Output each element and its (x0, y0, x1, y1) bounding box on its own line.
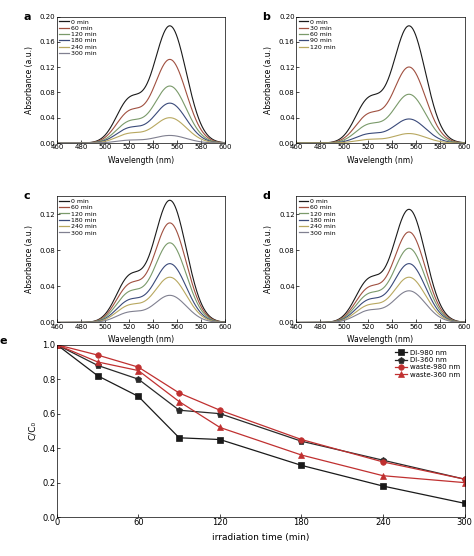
waste-980 nm (54, 341, 60, 348)
Text: e: e (0, 336, 7, 346)
Legend: 0 min, 30 min, 60 min, 90 min, 120 min: 0 min, 30 min, 60 min, 90 min, 120 min (298, 18, 336, 51)
waste-360 nm (462, 479, 467, 486)
waste-360 nm (380, 473, 386, 479)
DI-980 nm (54, 341, 60, 348)
waste-980 nm (380, 459, 386, 465)
Text: b: b (263, 12, 270, 22)
DI-980 nm (380, 483, 386, 489)
Y-axis label: Absorbance (a.u.): Absorbance (a.u.) (25, 46, 34, 114)
DI-980 nm (462, 500, 467, 507)
waste-360 nm (54, 341, 60, 348)
DI-360 nm (95, 362, 100, 369)
DI-360 nm (176, 407, 182, 414)
Legend: 0 min, 60 min, 120 min, 180 min, 240 min, 300 min: 0 min, 60 min, 120 min, 180 min, 240 min… (59, 18, 97, 57)
Y-axis label: Absorbance (a.u.): Absorbance (a.u.) (264, 46, 273, 114)
waste-360 nm (95, 359, 100, 365)
DI-980 nm (95, 373, 100, 379)
waste-980 nm (299, 436, 304, 443)
waste-980 nm (136, 364, 141, 370)
DI-980 nm (136, 393, 141, 400)
Y-axis label: C/C₀: C/C₀ (27, 421, 36, 440)
Text: a: a (23, 12, 31, 22)
DI-980 nm (299, 462, 304, 469)
Legend: 0 min, 60 min, 120 min, 180 min, 240 min, 300 min: 0 min, 60 min, 120 min, 180 min, 240 min… (59, 198, 97, 236)
Y-axis label: Absorbance (a.u.): Absorbance (a.u.) (264, 225, 273, 294)
X-axis label: irradiation time (min): irradiation time (min) (212, 533, 310, 542)
Y-axis label: Absorbance (a.u.): Absorbance (a.u.) (25, 225, 34, 294)
waste-360 nm (136, 367, 141, 374)
Line: waste-980 nm: waste-980 nm (54, 342, 467, 482)
Legend: DI-980 nm, DI-360 nm, waste-980 nm, waste-360 nm: DI-980 nm, DI-360 nm, waste-980 nm, wast… (393, 348, 461, 379)
waste-360 nm (217, 424, 223, 431)
X-axis label: Wavelength (nm): Wavelength (nm) (108, 156, 174, 165)
DI-360 nm (217, 410, 223, 417)
X-axis label: Wavelength (nm): Wavelength (nm) (347, 335, 413, 344)
Text: c: c (23, 191, 30, 201)
DI-360 nm (380, 457, 386, 464)
waste-360 nm (299, 451, 304, 458)
waste-980 nm (95, 352, 100, 359)
Legend: 0 min, 60 min, 120 min, 180 min, 240 min, 300 min: 0 min, 60 min, 120 min, 180 min, 240 min… (298, 198, 336, 236)
X-axis label: Wavelength (nm): Wavelength (nm) (347, 156, 413, 165)
DI-360 nm (54, 341, 60, 348)
Line: DI-360 nm: DI-360 nm (54, 341, 468, 483)
Line: DI-980 nm: DI-980 nm (54, 342, 467, 506)
waste-980 nm (217, 407, 223, 414)
waste-980 nm (176, 390, 182, 396)
waste-980 nm (462, 476, 467, 483)
X-axis label: Wavelength (nm): Wavelength (nm) (108, 335, 174, 344)
DI-980 nm (217, 436, 223, 443)
Text: d: d (263, 191, 270, 201)
DI-360 nm (136, 376, 141, 383)
waste-360 nm (176, 398, 182, 405)
Line: waste-360 nm: waste-360 nm (54, 342, 467, 485)
DI-980 nm (176, 434, 182, 441)
DI-360 nm (299, 438, 304, 445)
DI-360 nm (462, 476, 467, 483)
